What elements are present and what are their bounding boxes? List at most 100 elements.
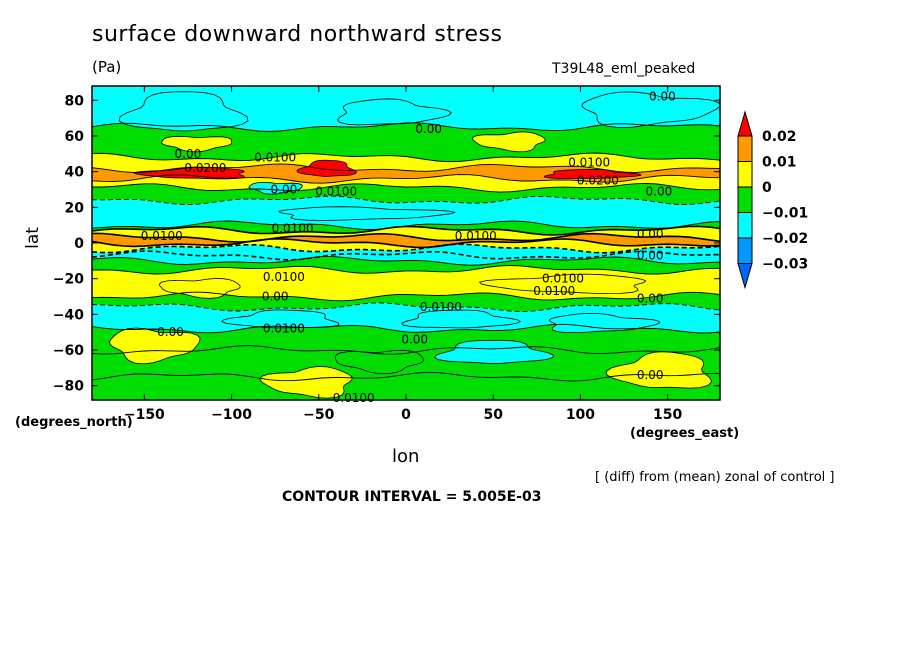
y-tick-label: −60 xyxy=(53,343,84,359)
colorbar-label: −0.02 xyxy=(762,231,808,247)
chart-title: surface downward northward stress xyxy=(92,22,503,47)
contour-label: 0.00 xyxy=(637,227,664,241)
anomaly-patch xyxy=(471,131,546,153)
anomaly-patch xyxy=(278,206,456,221)
x-tick-label: −100 xyxy=(211,407,252,423)
contour-label: 0.00 xyxy=(415,122,442,136)
colorbar-label: 0.01 xyxy=(762,155,797,171)
contour-line xyxy=(92,225,720,236)
colorbar-label: −0.03 xyxy=(762,257,808,273)
axes: −150 −100 −50 0 50 100 150 80 60 40 20 0 −20 −40 −60 −8… xyxy=(53,86,720,423)
zonal-band xyxy=(92,256,720,275)
contour-line xyxy=(92,291,720,302)
colorbar-segment xyxy=(737,237,753,264)
contour-label: 0.0100 xyxy=(272,222,314,236)
colorbar-segment xyxy=(737,135,753,162)
y-tick-label: 20 xyxy=(65,200,85,216)
contour-label: 0.0100 xyxy=(263,270,305,284)
contour-label: 0.00 xyxy=(646,184,673,198)
anomaly-patch xyxy=(401,309,522,329)
y-axis-units: (degrees_north) xyxy=(15,415,133,430)
colorbar-label: 0 xyxy=(762,180,772,196)
anomaly-patch xyxy=(259,366,353,399)
run-name: T39L48_eml_peaked xyxy=(552,61,696,77)
anomaly-patch xyxy=(581,91,720,129)
y-tick-label: −20 xyxy=(53,272,84,288)
contour-label: 0.0100 xyxy=(542,272,584,286)
contour-line xyxy=(92,302,720,313)
contour-line xyxy=(92,371,720,382)
anomaly-patch xyxy=(248,182,303,195)
contour-label: 0.0100 xyxy=(141,229,183,243)
y-tick-label: 60 xyxy=(65,129,85,145)
contour-line xyxy=(92,122,720,132)
contour-label: 0.00 xyxy=(637,291,664,305)
zonal-band xyxy=(92,122,720,162)
anomaly-patch xyxy=(118,91,249,132)
anomaly-patch xyxy=(109,327,201,365)
contour-label: 0.0100 xyxy=(333,391,375,405)
colorbar-top-arrow xyxy=(737,110,753,137)
contour-label: 0.00 xyxy=(637,368,664,382)
anomaly-patch xyxy=(296,159,358,177)
colorbar-segment xyxy=(737,161,753,188)
contour-lines xyxy=(92,122,720,382)
x-tick-label: −50 xyxy=(303,407,334,423)
contour-label: 0.00 xyxy=(649,90,676,104)
x-tick-label: 150 xyxy=(653,407,682,423)
contour-line xyxy=(92,256,720,266)
anomaly-patch xyxy=(133,167,245,180)
zonal-band xyxy=(92,221,720,235)
zonal-band xyxy=(92,372,720,400)
contour-label: 0.00 xyxy=(262,290,289,304)
contour-label: 0.0100 xyxy=(315,184,357,198)
contour-label: 0.0100 xyxy=(254,150,296,164)
contour-label: 0.0100 xyxy=(263,322,305,336)
contour-label: 0.00 xyxy=(157,325,184,339)
zonal-band xyxy=(92,244,720,260)
zonal-band xyxy=(92,226,720,243)
contour-line xyxy=(92,243,720,254)
y-tick-label: 80 xyxy=(65,93,85,109)
x-tick-label: 0 xyxy=(401,407,411,423)
x-tick-label: 100 xyxy=(566,407,595,423)
contour-label: 0.00 xyxy=(175,147,202,161)
colorbar: 0.02 0.01 0 −0.01 −0.02 −0.03 xyxy=(737,110,808,290)
plot-area xyxy=(92,86,720,400)
y-tick-label: −40 xyxy=(53,307,84,323)
colorbar-segment xyxy=(737,186,753,213)
contour-label: 0.0200 xyxy=(577,174,619,188)
chart-units: (Pa) xyxy=(92,58,122,76)
contour-line xyxy=(92,345,720,355)
y-tick-label: 0 xyxy=(74,236,84,252)
contour-label: 0.00 xyxy=(401,332,428,346)
contour-label: 0.0100 xyxy=(533,284,575,298)
colorbar-segment xyxy=(737,212,753,239)
anomaly-patch xyxy=(161,135,233,153)
zonal-band xyxy=(92,183,720,205)
contour-line xyxy=(92,152,720,163)
contour-line xyxy=(92,163,720,173)
colorbar-bottom-arrow xyxy=(737,263,753,290)
colorbar-label: 0.02 xyxy=(762,129,797,145)
contour-line xyxy=(92,232,720,243)
contour-line xyxy=(92,195,720,206)
contour-label: 0.00 xyxy=(637,249,664,263)
x-axis-label: lon xyxy=(392,446,420,467)
contour-line xyxy=(92,182,720,193)
zonal-band xyxy=(92,153,720,173)
anomaly-patch xyxy=(478,273,647,295)
contour-label: 0.0100 xyxy=(455,229,497,243)
contour-line xyxy=(92,323,720,334)
x-tick-label: 50 xyxy=(483,407,503,423)
anomaly-patch xyxy=(605,351,713,389)
contour-label: 0.0100 xyxy=(568,156,610,170)
diff-note: [ (diff) from (mean) zonal of control ] xyxy=(595,470,835,485)
contour-label: 0.0100 xyxy=(420,300,462,314)
contour-label: 0.0200 xyxy=(184,161,226,175)
anomaly-patch xyxy=(548,312,660,333)
zonal-band xyxy=(92,251,720,266)
y-tick-label: 40 xyxy=(65,165,85,181)
